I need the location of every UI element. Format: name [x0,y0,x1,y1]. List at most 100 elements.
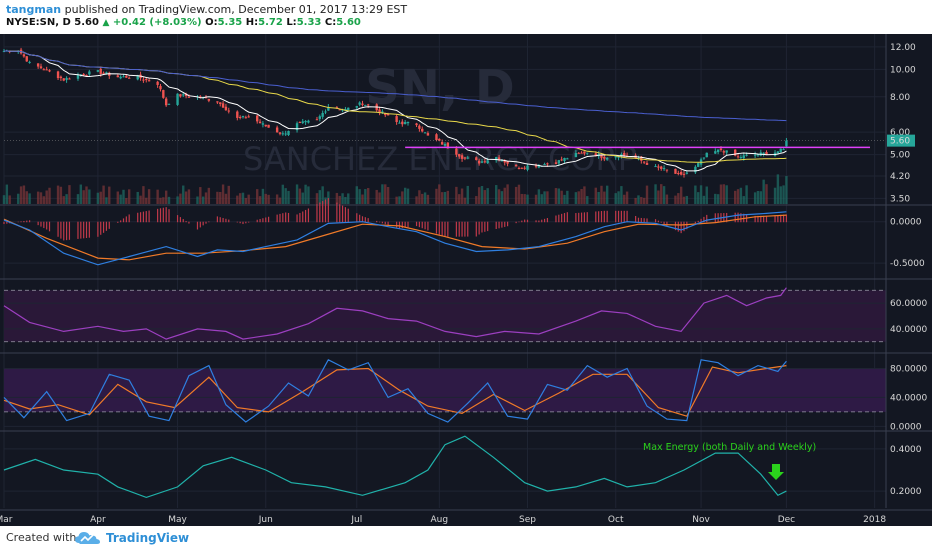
volume-bar [102,185,105,204]
volume-bar [238,193,242,204]
macd-hist-bar [77,221,79,239]
macd-hist-bar [356,213,358,223]
stoch-k-line [3,359,787,423]
volume-bar [261,188,265,204]
volume-bar [782,185,785,204]
macd-hist-bar [654,219,657,223]
macd-hist-bar [168,209,170,223]
volume-bar [25,191,28,204]
candle-body [537,165,541,168]
candle-body [287,130,290,136]
macd-hist-bar [57,221,59,237]
candle-body [660,166,663,169]
macd-hist-bar [501,221,503,228]
candle-body [665,169,669,171]
volume-bar [196,196,199,204]
candle-body [395,116,398,122]
candle-body [278,132,282,134]
macd-hist-bar [3,221,5,225]
volume-bar [386,186,390,204]
candle-body [716,149,720,153]
tradingview-brand[interactable]: TradingView [106,531,190,545]
volume-bar [176,196,179,204]
volume-bar [677,193,680,204]
macd-hist-bar [148,210,150,223]
candle-body [685,172,689,174]
volume-bar [318,190,322,204]
macd-hist-bar [336,202,338,223]
volume-bar [660,184,663,204]
volume-bar [463,197,467,204]
candle-body [298,122,302,124]
macd-hist-bar [506,221,509,227]
candle-body [145,79,148,81]
macd-hist-bar [256,219,258,223]
macd-hist-bar [401,221,403,229]
macd-hist-bar [26,220,28,223]
volume-bar [486,188,489,204]
candle-body [28,61,31,63]
volume-bar [460,188,464,204]
macd-hist-bar [339,204,341,223]
macd-hist-bar [162,207,164,223]
macd-hist-bar [637,217,640,223]
price-change: +0.42 (+8.03%) [112,17,202,28]
candle-body [662,168,666,170]
candle-body [466,157,469,159]
macd-hist-bar [359,214,361,223]
candle-body [327,107,330,111]
volume-bar [600,185,603,204]
sma-slow-line [3,50,787,122]
chart-canvas[interactable]: 12.00 10.00 8.00 6.00 5.00 4.20 3.50 SN, D SANCH… [0,34,932,526]
volume-bar [765,184,768,204]
macd-hist-bar [248,221,250,223]
volume-bar [355,186,358,204]
macd-hist-bar [285,212,287,223]
volume-bar [201,196,205,204]
macd-hist-bar [575,213,577,223]
watermark-company: SANCHEZ ENERGY CORP [243,140,637,178]
macd-hist-bar [40,221,42,227]
macd-hist-bar [324,199,327,223]
candle-body [654,166,657,168]
macd-hist-bar [620,210,622,223]
candle-body [386,113,390,116]
volume-bar [586,196,589,204]
volume-bar [520,193,524,204]
volume-bar [477,187,481,204]
author-link[interactable]: tangman [6,3,62,16]
candle-body [204,97,208,99]
volume-bar [45,190,48,204]
candle-body [224,106,228,111]
candle-body [497,157,501,161]
macd-hist-bar [541,219,543,223]
candle-body [398,122,401,124]
volume-bar [699,185,703,204]
volume-bar [167,196,171,204]
macd-hist-bar [726,212,728,223]
volume-bar [96,192,100,204]
volume-bar [28,193,31,204]
macd-hist-bar [418,221,420,228]
macd-hist-bar [327,198,329,223]
macd-hist-bar [515,221,517,224]
macd-hist-bar [302,211,304,223]
macd-hist-bar [268,216,270,223]
high-label: H: [245,17,259,28]
volume-bar [543,191,546,204]
candle-body [443,143,447,146]
candle-body [753,154,757,156]
volume-bar [184,191,188,204]
volume-bar [241,192,245,204]
macd-hist-bar [615,210,617,223]
candle-body [275,127,279,133]
candle-body [295,123,299,131]
macd-hist-bar [128,214,130,223]
candle-body [415,123,418,126]
macd-hist-bar [188,221,190,224]
candle-body [347,107,350,111]
volume-bar [258,196,262,204]
candle-body [119,76,122,79]
candle-body [127,77,131,79]
candle-body [301,121,304,123]
